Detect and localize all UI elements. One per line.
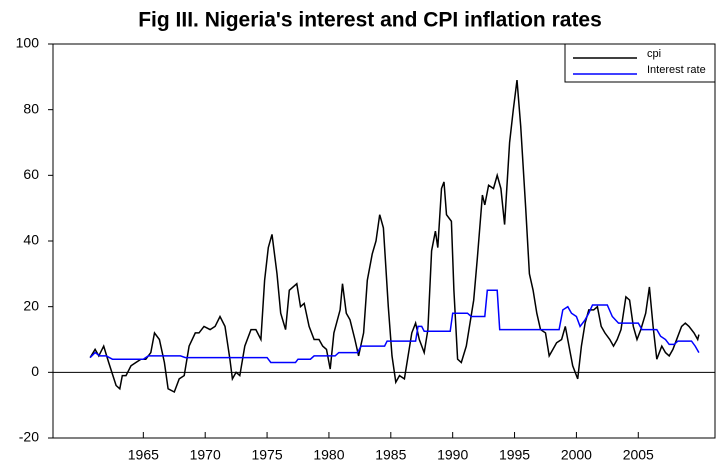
y-tick-label: 20	[23, 297, 39, 313]
x-tick-label: 2005	[623, 447, 654, 463]
series-line	[89, 80, 700, 394]
x-tick-label: 1990	[437, 447, 468, 463]
legend-label: cpi	[647, 48, 661, 60]
x-tick-label: 1965	[128, 447, 159, 463]
y-tick-label: 80	[23, 100, 39, 116]
x-tick-label: 1970	[190, 447, 221, 463]
x-tick-label: 1980	[313, 447, 344, 463]
x-tick-label: 2000	[561, 447, 592, 463]
x-tick-label: 1985	[375, 447, 406, 463]
series-line	[89, 289, 700, 364]
x-tick-label: 1975	[251, 447, 282, 463]
y-tick-label: 60	[23, 166, 39, 182]
legend-label: Interest rate	[647, 64, 706, 76]
x-tick-label: 1995	[499, 447, 530, 463]
legend-box	[564, 43, 716, 83]
y-tick-label: 100	[16, 35, 40, 51]
chart-title: Fig III. Nigeria's interest and CPI infl…	[138, 9, 602, 32]
y-tick-label: -20	[19, 429, 39, 445]
y-tick-label: 40	[23, 232, 39, 248]
y-tick-label: 0	[31, 363, 39, 379]
